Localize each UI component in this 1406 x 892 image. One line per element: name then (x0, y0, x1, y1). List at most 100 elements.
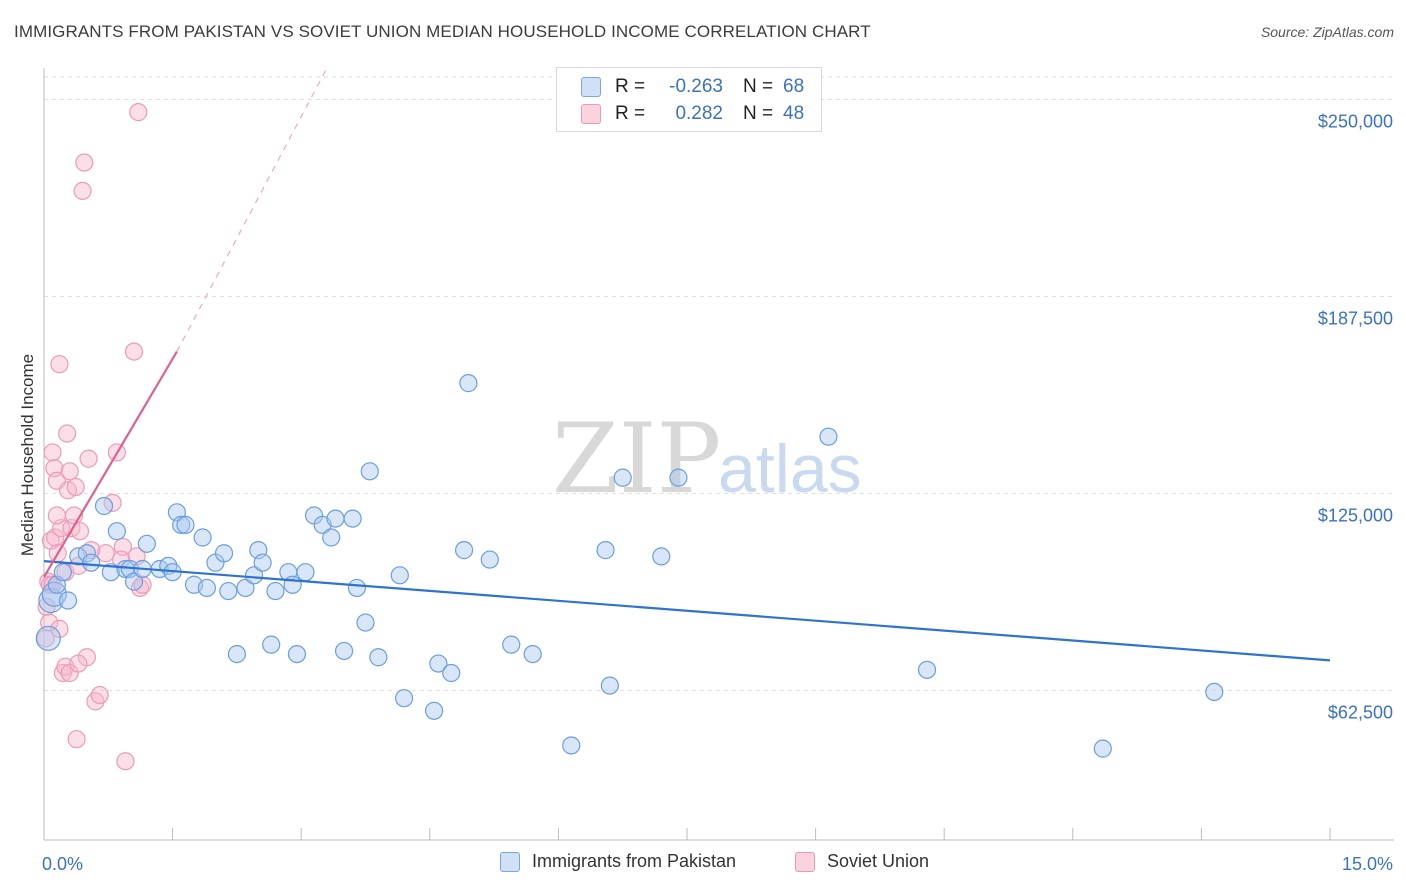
data-point-pakistan (244, 566, 264, 585)
series-legend-item-pakistan: Immigrants from Pakistan (500, 851, 736, 872)
legend-swatch-pakistan (581, 77, 601, 97)
data-point-pakistan (107, 522, 126, 541)
chart-title: IMMIGRANTS FROM PAKISTAN VS SOVIET UNION… (14, 22, 871, 41)
data-point-pakistan (917, 660, 937, 679)
data-point-pakistan (454, 541, 474, 560)
watermark-atlas: atlas (718, 431, 862, 507)
legend-r-label: R = (615, 103, 646, 124)
series-legend-swatch-pakistan (500, 851, 520, 872)
correlation-legend: R = -0.263 N = 68 R = 0.282 N = 48 (556, 67, 822, 132)
data-point-pakistan (227, 644, 246, 664)
trend-line-pakistan (43, 560, 1331, 662)
data-point-pakistan (613, 468, 632, 487)
data-point-pakistan (101, 563, 120, 582)
source-credit: Source: ZipAtlas.com (1260, 24, 1394, 40)
watermark-zip: ZIP (552, 403, 721, 515)
y-tick-label: $125,000 (1318, 505, 1393, 525)
series-legend-label: Immigrants from Pakistan (532, 851, 737, 871)
data-point-pakistan (343, 509, 362, 528)
legend-r-label: R = (615, 76, 646, 97)
data-point-pakistan (176, 515, 195, 534)
data-point-pakistan (442, 663, 461, 683)
data-point-pakistan (652, 547, 671, 566)
data-point-soviet-union (60, 462, 79, 481)
data-point-pakistan (193, 528, 212, 547)
data-point-pakistan (287, 644, 307, 664)
legend-swatch-soviet (581, 104, 601, 124)
series-legend: Immigrants from Pakistan Soviet Union (0, 851, 1406, 877)
data-point-soviet-union (73, 181, 92, 200)
data-point-pakistan (219, 581, 238, 601)
trend-line-soviet-union-extension (176, 67, 328, 352)
data-point-soviet-union (37, 597, 56, 616)
x-tick-label: 15.0% (1342, 854, 1393, 874)
series-legend-label: Soviet Union (827, 851, 930, 871)
trend-line-soviet-union (43, 351, 178, 578)
trend-lines (43, 67, 1331, 662)
data-point-pakistan (197, 578, 216, 598)
data-point-pakistan (94, 496, 114, 516)
data-point-pakistan (523, 644, 542, 664)
y-axis-label: Median Household Income (18, 354, 37, 556)
data-point-pakistan (1205, 682, 1224, 702)
data-point-pakistan (262, 635, 281, 654)
data-point-pakistan (253, 553, 272, 572)
data-point-soviet-union (75, 153, 94, 172)
legend-n-value: 48 (783, 103, 805, 124)
data-point-pakistan (562, 736, 581, 755)
data-point-pakistan (77, 544, 96, 563)
data-point-pakistan (356, 613, 375, 632)
legend-n-label: N = (743, 103, 774, 124)
data-point-pakistan (429, 654, 448, 673)
data-point-pakistan (296, 563, 315, 582)
data-point-pakistan (819, 427, 838, 446)
data-point-pakistan (424, 701, 444, 720)
data-point-pakistan (172, 515, 191, 534)
data-point-pakistan (596, 541, 615, 560)
data-point-soviet-union (50, 619, 69, 638)
data-point-soviet-union (129, 103, 148, 122)
data-point-soviet-union (96, 544, 115, 563)
y-tick-label: $62,500 (1328, 702, 1393, 722)
data-point-soviet-union (46, 528, 65, 547)
data-point-soviet-union (43, 443, 62, 462)
data-point-pakistan (35, 625, 61, 651)
data-point-soviet-union (58, 424, 77, 443)
data-point-pakistan (236, 578, 255, 598)
data-point-pakistan (369, 648, 388, 667)
axis-labels: $62,500 $125,000 $187,500 $250,000 0.0% 15.0%… (18, 112, 1393, 874)
data-point-pakistan (347, 578, 367, 598)
data-point-pakistan (214, 544, 234, 563)
legend-n-value: 68 (783, 76, 805, 97)
data-point-pakistan (1093, 739, 1112, 758)
data-point-soviet-union (66, 477, 85, 497)
legend-row-soviet: R = 0.282 N = 48 (581, 101, 804, 127)
data-point-pakistan (266, 581, 285, 601)
data-point-soviet-union (67, 730, 86, 749)
data-point-pakistan (360, 462, 379, 481)
data-point-pakistan (394, 689, 414, 708)
series-legend-item-soviet: Soviet Union (795, 851, 929, 872)
data-point-soviet-union (50, 355, 69, 374)
data-point-pakistan (334, 641, 354, 661)
data-point-pakistan (459, 374, 478, 393)
data-point-pakistan (669, 468, 688, 487)
data-point-pakistan (322, 528, 341, 547)
x-tick-label: 0.0% (42, 854, 83, 874)
data-point-pakistan (41, 581, 67, 607)
y-tick-label: $250,000 (1318, 112, 1393, 132)
series-legend-swatch-soviet (795, 851, 815, 872)
y-tick-label: $187,500 (1318, 308, 1393, 328)
data-point-soviet-union (47, 506, 66, 525)
data-point-pakistan (390, 566, 409, 585)
legend-r-value: 0.282 (675, 103, 723, 124)
data-point-pakistan (600, 676, 619, 695)
legend-row-pakistan: R = -0.263 N = 68 (581, 74, 804, 100)
data-point-soviet-union (116, 752, 135, 771)
legend-r-value: -0.263 (669, 76, 723, 97)
data-point-pakistan (53, 563, 72, 582)
data-point-pakistan (326, 509, 345, 528)
data-point-pakistan (82, 553, 101, 572)
data-point-pakistan (137, 534, 156, 553)
